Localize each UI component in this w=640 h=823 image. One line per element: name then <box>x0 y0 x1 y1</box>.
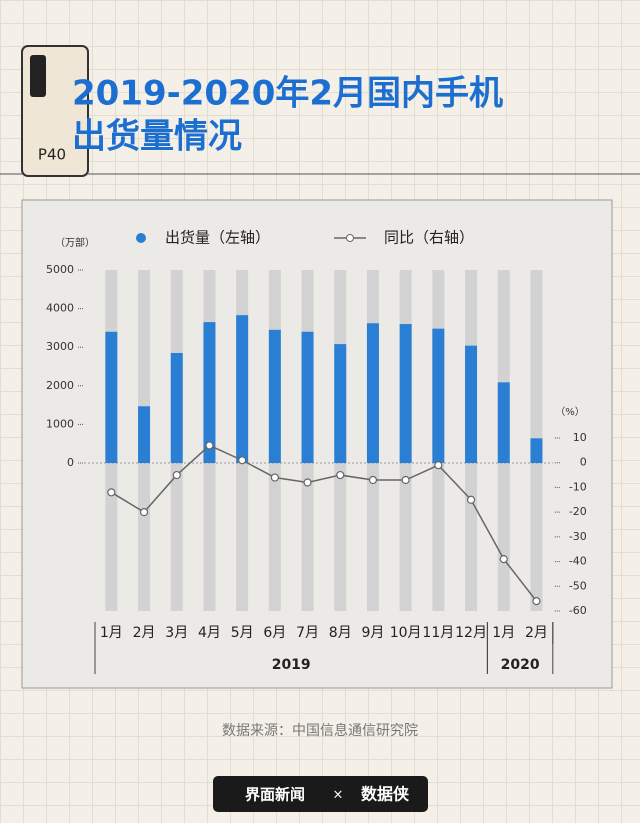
bar <box>203 322 216 463</box>
y2-tick-label: -20 <box>569 505 587 518</box>
chart-frame <box>21 199 613 689</box>
title-line: 出货量情况 <box>72 117 242 157</box>
line-point <box>107 488 116 497</box>
y2-tick-label: -60 <box>569 604 587 617</box>
x-tick-label: 5月 <box>231 625 254 641</box>
line-point <box>238 456 247 465</box>
bar <box>105 331 118 463</box>
line-point <box>499 554 508 564</box>
x-tick-label: 9月 <box>361 625 384 641</box>
x-tick-label: 4月 <box>198 625 221 641</box>
bar <box>465 345 478 463</box>
title-line: 2019-2020年2月国内手机 <box>72 74 503 114</box>
y-tick-label: 4000 <box>46 302 74 315</box>
x-tick-label: 12月 <box>455 625 487 641</box>
x-tick-label: 10月 <box>390 625 422 641</box>
y-tick-label: 2000 <box>46 379 74 392</box>
x-tick-label: 3月 <box>165 625 188 641</box>
y2-tick-label: 0 <box>580 456 587 469</box>
line-point <box>139 508 149 517</box>
source: 数据来源：中国信息通信研究院 <box>222 722 418 739</box>
x-tick-label: 2月 <box>133 625 156 641</box>
legend-label: 同比（右轴） <box>384 229 474 247</box>
bar <box>432 328 445 463</box>
y2-tick-label: -40 <box>569 555 587 568</box>
y2-tick-label: -30 <box>569 530 587 543</box>
x-tick-label: 2月 <box>525 625 548 641</box>
line-point <box>466 495 476 504</box>
line-point <box>434 461 443 470</box>
bar <box>268 329 281 463</box>
legend-swatch <box>136 233 146 243</box>
line-point <box>401 475 410 485</box>
x-tick-label: 11月 <box>422 625 454 641</box>
y-tick-label: 0 <box>67 456 74 469</box>
bar <box>399 324 412 463</box>
phone-label: P40 <box>38 146 66 164</box>
y-unit: （万部） <box>55 236 95 249</box>
bar <box>334 344 347 463</box>
bar <box>530 438 543 463</box>
bar <box>301 331 314 463</box>
bar <box>366 323 379 463</box>
y2-tick-label: -50 <box>569 579 587 592</box>
footer-partner: 数据侠 <box>361 785 410 804</box>
line-point <box>336 470 345 480</box>
x-tick-label: 8月 <box>329 625 352 641</box>
x-tick-label: 6月 <box>263 625 286 641</box>
y2-tick-label: 10 <box>573 431 587 444</box>
x-tick-label: 1月 <box>492 625 515 641</box>
year-label: 2020 <box>501 657 540 673</box>
footer-separator: × <box>333 788 344 803</box>
bar <box>497 382 510 463</box>
bar <box>170 352 183 463</box>
x-tick-label: 7月 <box>296 625 319 641</box>
footer-brand: 界面新闻 <box>245 786 305 804</box>
year-label: 2019 <box>272 657 311 673</box>
footer-badge <box>213 776 428 812</box>
line-point <box>303 478 312 487</box>
y2-tick-label: -10 <box>569 480 587 493</box>
x-tick-label: 1月 <box>100 625 123 641</box>
line <box>110 444 538 602</box>
line-point <box>205 441 214 450</box>
line-point <box>172 470 181 480</box>
bar <box>236 315 249 463</box>
y-tick-label: 5000 <box>46 263 74 276</box>
line-point <box>368 475 378 485</box>
line-point <box>532 597 541 606</box>
phone-camera <box>30 55 46 97</box>
line-point <box>270 473 279 482</box>
y-tick-label: 1000 <box>46 417 74 430</box>
y2-unit: （%） <box>555 406 585 418</box>
bar <box>138 406 151 463</box>
legend-swatch <box>346 234 354 242</box>
legend-label: 出货量（左轴） <box>165 229 270 247</box>
y-tick-label: 3000 <box>46 340 74 353</box>
